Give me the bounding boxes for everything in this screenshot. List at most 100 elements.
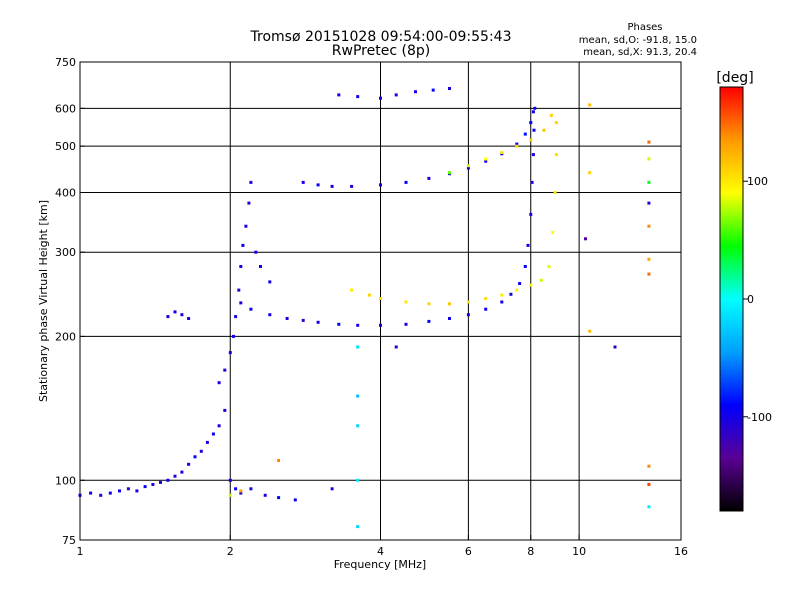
data-point: [239, 489, 243, 493]
data-point: [244, 224, 248, 228]
data-point: [356, 424, 360, 428]
data-point: [484, 157, 488, 161]
data-point: [337, 93, 341, 97]
data-point: [180, 313, 184, 317]
data-point: [254, 250, 258, 254]
data-point: [466, 164, 470, 168]
data-point: [316, 320, 320, 324]
data-point: [89, 491, 93, 495]
data-point: [404, 322, 408, 326]
data-point: [277, 459, 281, 462]
data-point: [533, 106, 537, 110]
data-point: [500, 151, 504, 154]
data-point: [394, 345, 398, 349]
data-point: [330, 487, 334, 491]
data-point: [531, 153, 535, 157]
data-point: [268, 280, 272, 284]
data-point: [126, 487, 130, 491]
data-point: [205, 440, 209, 444]
x-tick-label: 2: [227, 545, 234, 558]
colorbar-tick-label: 0: [747, 293, 754, 306]
data-point: [515, 288, 519, 292]
data-point: [553, 191, 557, 194]
data-point: [647, 257, 651, 261]
data-point: [584, 237, 587, 241]
y-tick-label: 100: [55, 474, 76, 487]
data-point: [549, 113, 553, 117]
y-axis-ticks: 75 100 200 300 400 500 600 750: [55, 56, 85, 547]
data-point: [268, 313, 272, 317]
data-point: [647, 505, 651, 509]
data-point: [518, 282, 522, 285]
colorbar-tick-label: 100: [747, 175, 768, 188]
data-point: [431, 88, 435, 92]
data-point: [228, 351, 232, 355]
data-point: [500, 300, 504, 304]
y-tick-label: 300: [55, 246, 76, 259]
data-point: [529, 138, 533, 142]
data-point: [293, 498, 297, 502]
data-point: [647, 224, 651, 228]
data-point: [234, 487, 238, 491]
data-point: [530, 180, 534, 184]
data-point: [554, 121, 558, 125]
data-point: [356, 95, 360, 99]
data-point: [588, 171, 592, 175]
data-point: [404, 300, 408, 304]
chart-title: Tromsø 20151028 09:54:00-09:55:43: [250, 29, 512, 45]
data-point: [277, 496, 281, 500]
data-point: [647, 180, 651, 184]
data-point: [427, 302, 431, 306]
data-point: [466, 166, 470, 170]
y-tick-label: 400: [55, 186, 76, 199]
colorbar-label: [deg]: [716, 70, 753, 86]
data-point: [239, 301, 243, 305]
data-point: [217, 381, 221, 385]
data-point: [356, 345, 360, 349]
data-point: [515, 144, 519, 148]
data-point: [448, 302, 451, 306]
data-point: [180, 470, 184, 474]
y-tick-label: 500: [55, 140, 76, 153]
data-point: [350, 184, 354, 188]
data-point: [427, 319, 431, 323]
colorbar-ticks: 100 0 -100: [743, 175, 772, 424]
data-point: [404, 180, 408, 184]
data-point: [228, 493, 232, 497]
y-axis-label: Stationary phase Virtual Height [km]: [37, 200, 50, 402]
phase-stats-o: mean, sd,O: -91.8, 15.0: [579, 35, 697, 46]
y-tick-label: 200: [55, 330, 76, 343]
data-point: [228, 478, 232, 482]
data-point: [249, 180, 253, 184]
data-point: [647, 464, 651, 468]
x-tick-label: 6: [465, 545, 472, 558]
data-point: [301, 180, 305, 184]
data-point: [259, 265, 262, 268]
colorbar: [719, 86, 744, 512]
data-point: [187, 317, 191, 320]
x-tick-label: 10: [572, 545, 586, 558]
data-point: [199, 449, 203, 453]
data-point: [367, 293, 371, 297]
data-point: [301, 318, 305, 322]
grid-lines: [80, 62, 681, 540]
data-point: [647, 157, 651, 161]
data-point: [523, 132, 527, 136]
data-point: [523, 265, 527, 268]
data-point: [448, 317, 451, 320]
data-point: [448, 171, 451, 175]
data-point: [193, 455, 197, 459]
data-point: [143, 485, 147, 489]
data-point: [187, 462, 191, 466]
data-point: [249, 307, 253, 311]
data-point: [159, 480, 162, 484]
data-point: [554, 153, 558, 157]
data-point: [647, 272, 651, 276]
data-point: [173, 474, 177, 478]
data-point: [239, 265, 243, 268]
data-point: [241, 243, 245, 247]
data-point: [500, 293, 504, 297]
data-point: [173, 310, 177, 314]
data-point: [356, 394, 360, 398]
